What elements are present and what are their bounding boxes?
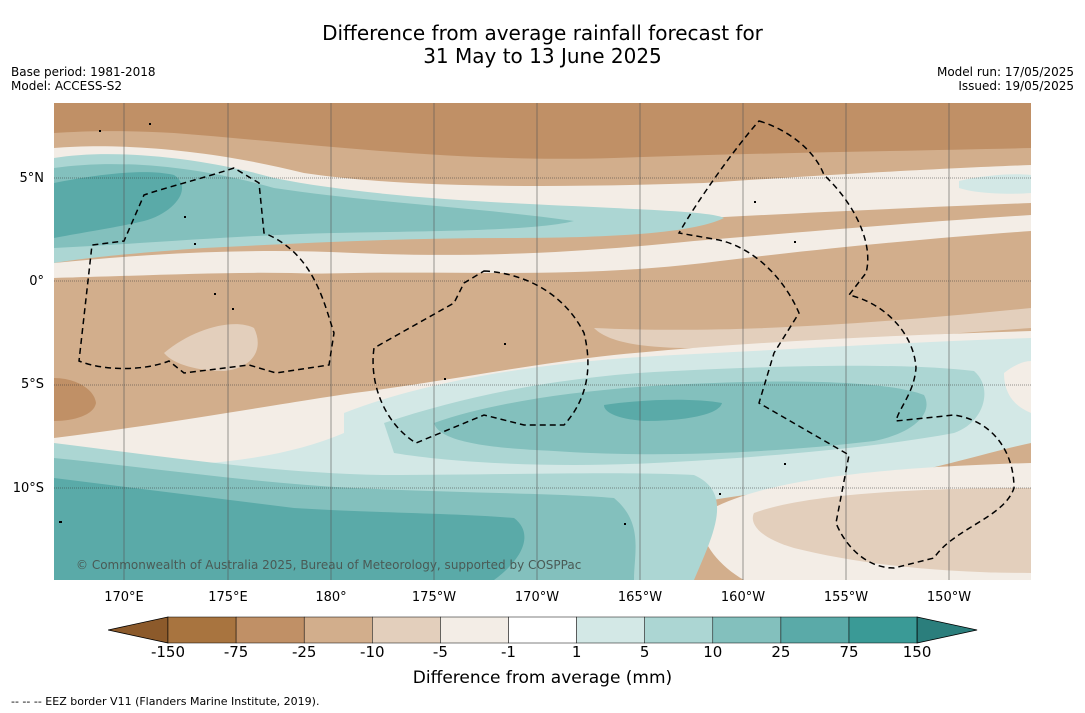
contour-e-dry [1004,361,1031,413]
colorbar-cell [372,616,441,644]
colorbar-tick-label: 25 [771,643,791,661]
colorbar-tick-label: 10 [703,643,723,661]
contour-se-dry-2 [752,488,1031,573]
graticule [54,177,1031,489]
eez-legend: -- -- -- EEZ border V11 (Flanders Marine… [11,695,320,708]
colorbar [108,616,978,644]
eez-line-islands [677,120,1015,569]
meta-left: Base period: 1981-2018 Model: ACCESS-S2 [11,65,156,93]
model-name: Model: ACCESS-S2 [11,79,123,93]
map-title-line1: Difference from average rainfall forecas… [322,21,763,45]
lon-label-160w: 160°W [720,590,766,605]
colorbar-cell [235,616,305,644]
contour-ne-wet [959,174,1031,194]
colorbar-tick-label: -75 [223,643,249,661]
colorbar-tick-label: -25 [291,643,317,661]
colorbar-tick-label: 1 [571,643,582,661]
meta-right: Model run: 17/05/2025 Issued: 19/05/2025 [937,65,1074,93]
contour-dry-right [594,308,1031,348]
colorbar-cell [712,616,782,644]
colorbar-tick-label: -10 [360,643,385,661]
lon-label-170w: 170°W [514,590,560,605]
map-title-line2: 31 May to 13 June 2025 [423,44,662,68]
colorbar-tick-label: -1 [501,643,516,661]
eez-tuvalu-kiribati [78,167,335,374]
contour-north-wet-2 [54,164,574,248]
colorbar-cell [848,616,918,644]
colorbar-cell [780,616,850,644]
colorbar-extend-low [108,616,169,644]
colorbar-extend-high [916,616,978,644]
lon-label-155w: 155°W [823,590,869,605]
contour-north-dry [54,103,1031,159]
colorbar-cell [644,616,714,644]
islands [59,123,796,525]
eez-borders [78,120,1015,569]
lat-label-5n: 5°N [19,171,45,186]
colorbar-cell [576,616,645,644]
colorbar-cell [508,616,577,644]
colorbar-cells [108,616,978,644]
lon-label-165w: 165°W [617,590,663,605]
lon-label-150w: 150°W [926,590,972,605]
contour-north-wet-3 [54,172,183,238]
lon-label-170e: 170°E [104,590,144,605]
rainfall-map[interactable] [54,103,1031,580]
lat-label-10s: 10°S [12,481,44,496]
colorbar-tick-label: -5 [432,643,448,661]
contour-sw-wet-3 [54,478,525,580]
contour-south-dry [54,272,1031,438]
meridians [123,103,950,580]
lon-label-175e: 175°E [208,590,248,605]
contour-equator-white [54,215,1031,278]
lon-label-180: 180° [315,590,347,605]
colorbar-title: Difference from average (mm) [412,668,673,688]
colorbar-cell [303,616,373,644]
colorbar-cell [167,616,237,644]
colorbar-tick-label: 150 [902,643,932,661]
contour-west-dry [54,378,96,421]
model-run: Model run: 17/05/2025 [936,65,1074,79]
copyright-notice: © Commonwealth of Australia 2025, Bureau… [76,558,582,572]
lon-label-175w: 175°W [411,590,457,605]
contour-dry-light [164,324,258,371]
colorbar-tick-label: -150 [150,643,186,661]
base-period: Base period: 1981-2018 [11,65,156,79]
colorbar-cell [440,616,509,644]
contour-south-wet-core [604,399,722,421]
issued-date: Issued: 19/05/2025 [958,79,1074,93]
lat-label-0: 0° [29,274,44,289]
colorbar-tick-label: 75 [839,643,859,661]
lat-label-5s: 5°S [20,377,44,392]
map-canvas [54,103,1031,580]
colorbar-tick-label: 5 [639,643,650,661]
